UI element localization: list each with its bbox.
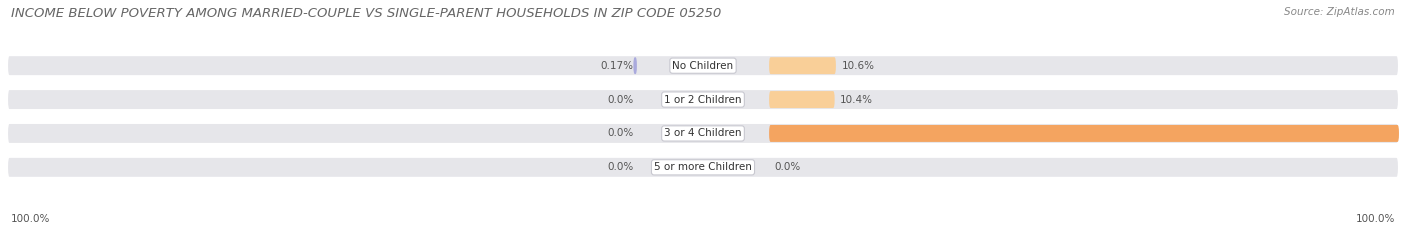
FancyBboxPatch shape — [769, 91, 835, 108]
FancyBboxPatch shape — [769, 57, 837, 74]
FancyBboxPatch shape — [769, 125, 1399, 142]
Text: Source: ZipAtlas.com: Source: ZipAtlas.com — [1284, 7, 1395, 17]
Text: 0.0%: 0.0% — [775, 162, 801, 172]
FancyBboxPatch shape — [7, 157, 1399, 178]
Text: 0.0%: 0.0% — [607, 128, 633, 138]
Text: 100.0%: 100.0% — [11, 214, 51, 224]
Text: 10.6%: 10.6% — [841, 61, 875, 71]
Text: 10.4%: 10.4% — [841, 95, 873, 105]
Text: 5 or more Children: 5 or more Children — [654, 162, 752, 172]
FancyBboxPatch shape — [7, 123, 1399, 144]
FancyBboxPatch shape — [633, 57, 637, 74]
Text: No Children: No Children — [672, 61, 734, 71]
Text: 100.0%: 100.0% — [1355, 214, 1395, 224]
Text: 3 or 4 Children: 3 or 4 Children — [664, 128, 742, 138]
Text: 100.0%: 100.0% — [1405, 128, 1406, 138]
Text: 0.0%: 0.0% — [607, 95, 633, 105]
Text: 1 or 2 Children: 1 or 2 Children — [664, 95, 742, 105]
Text: 0.17%: 0.17% — [600, 61, 633, 71]
Text: INCOME BELOW POVERTY AMONG MARRIED-COUPLE VS SINGLE-PARENT HOUSEHOLDS IN ZIP COD: INCOME BELOW POVERTY AMONG MARRIED-COUPL… — [11, 7, 721, 20]
Text: 0.0%: 0.0% — [607, 162, 633, 172]
FancyBboxPatch shape — [7, 89, 1399, 110]
FancyBboxPatch shape — [7, 55, 1399, 76]
